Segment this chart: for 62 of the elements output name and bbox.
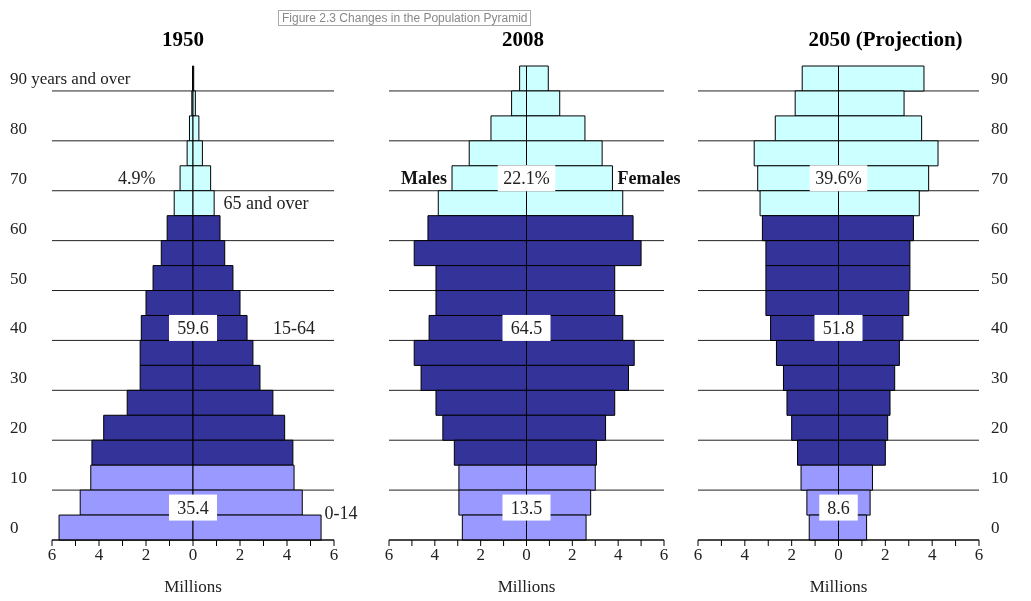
annotation: 0-14 [324, 502, 358, 523]
x-axis-title: Millions [164, 577, 222, 596]
series-label: Males [401, 168, 448, 189]
x-tick-label: 0 [188, 545, 198, 565]
y-tick-label: 40 [991, 318, 1008, 338]
x-tick-label: 0 [522, 545, 531, 565]
x-tick-label: 2 [141, 545, 151, 565]
annotation: 22.1% [503, 168, 550, 189]
y-tick-label: 80 [10, 118, 27, 138]
x-tick-label: 6 [384, 545, 394, 565]
x-tick-label: 6 [693, 545, 703, 565]
series-label: Females [617, 168, 681, 189]
x-tick-label: 4 [94, 545, 104, 565]
x-tick-label: 2 [568, 545, 577, 565]
x-tick-label: 2 [235, 545, 245, 565]
y-tick-label: 80 [991, 118, 1008, 138]
annotation: 8.6 [827, 497, 850, 518]
x-tick-label: 6 [659, 545, 669, 565]
annotation: 65 and over [223, 193, 309, 214]
x-tick-label: 2 [787, 545, 796, 565]
y-tick-label: 90 years and over [10, 68, 131, 88]
x-tick-label: 0 [834, 545, 843, 565]
annotation: 59.6 [177, 317, 209, 338]
x-tick-label: 6 [47, 545, 57, 565]
x-tick-label: 4 [282, 545, 292, 565]
y-tick-label: 40 [10, 318, 27, 338]
y-tick-label: 50 [10, 268, 27, 288]
y-tick-label: 10 [991, 468, 1008, 488]
y-tick-label: 70 [10, 168, 27, 188]
x-axis-title: Millions [497, 577, 556, 596]
y-tick-label: 0 [10, 518, 19, 538]
chart-title: 1950 [161, 26, 205, 52]
x-tick-label: 4 [613, 545, 623, 565]
x-tick-label: 6 [329, 545, 339, 565]
y-tick-label: 30 [10, 368, 27, 388]
y-tick-label: 90 [991, 68, 1008, 88]
y-tick-label: 30 [991, 368, 1008, 388]
y-tick-label: 70 [991, 168, 1008, 188]
annotation: 13.5 [510, 497, 543, 518]
annotation: 15-64 [272, 317, 315, 338]
x-tick-label: 6 [974, 545, 984, 565]
chart-title: 2050 (Projection) [807, 26, 964, 52]
annotation: 51.8 [822, 317, 855, 338]
annotation: 39.6% [815, 168, 862, 189]
y-tick-label: 20 [10, 418, 27, 438]
annotation: 35.4 [177, 497, 209, 518]
x-axis-title: Millions [809, 577, 868, 596]
caption: Figure 2.3 Changes in the Population Pyramid [278, 10, 532, 26]
x-tick-label: 4 [430, 545, 440, 565]
y-tick-label: 10 [10, 468, 27, 488]
y-tick-label: 60 [991, 218, 1008, 238]
chart-title: 2008 [501, 26, 545, 52]
x-tick-label: 4 [740, 545, 750, 565]
annotation: 64.5 [510, 317, 543, 338]
y-tick-label: 60 [10, 218, 27, 238]
annotation: 4.9% [117, 168, 156, 189]
y-tick-label: 50 [991, 268, 1008, 288]
x-tick-label: 2 [881, 545, 890, 565]
x-tick-label: 4 [927, 545, 937, 565]
y-tick-label: 20 [991, 418, 1008, 438]
x-tick-label: 2 [476, 545, 485, 565]
y-tick-label: 0 [991, 518, 1000, 538]
